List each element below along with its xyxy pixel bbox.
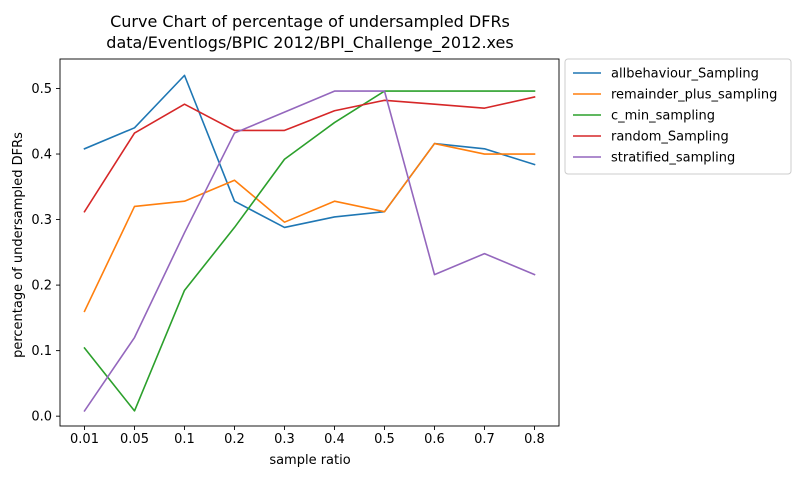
series-line-remainder_plus_sampling	[83, 142, 536, 313]
x-tick-label: 0.1	[174, 432, 195, 447]
y-tick-label: 0.5	[31, 82, 52, 97]
y-tick-label: 0.2	[31, 279, 52, 294]
y-tick-label: 0.3	[31, 213, 52, 228]
series-line-allbehaviour_Sampling	[83, 74, 536, 229]
x-axis-label: sample ratio	[269, 453, 350, 468]
legend-box	[564, 58, 792, 175]
legend-entry-label: allbehaviour_Sampling	[611, 67, 759, 82]
legend: allbehaviour_Sampling remainder_plus_samp…	[564, 58, 792, 175]
legend-entry-label: random_Sampling	[611, 130, 729, 145]
series-line-c_min_sampling	[83, 90, 536, 412]
x-tick-label: 0.05	[120, 432, 149, 447]
x-tick-label: 0.8	[524, 432, 545, 447]
x-tick-label: 0.2	[224, 432, 245, 447]
y-axis-label: percentage of undersampled DFRs	[11, 132, 26, 358]
x-tick-label: 0.4	[324, 432, 345, 447]
y-tick-label: 0.4	[31, 148, 52, 163]
legend-entry-label: c_min_sampling	[611, 109, 715, 124]
series-line-random_Sampling	[83, 96, 536, 213]
legend-entry-label: stratified_sampling	[611, 151, 735, 166]
series-line-stratified_sampling	[83, 90, 536, 413]
plot-area: 0.01 0.05 0.1 0.2 0.3 0.4 0.5 0.6 0.7 0.8 0.0 0.1 0.…	[31, 58, 560, 447]
chart-title-line-1: Curve Chart of percentage of undersample…	[110, 12, 510, 31]
plot-frame	[59, 58, 560, 427]
y-tick-label: 0.0	[31, 410, 52, 425]
x-tick-label: 0.3	[274, 432, 295, 447]
x-tick-label: 0.7	[474, 432, 495, 447]
legend-entry-label: remainder_plus_sampling	[611, 88, 777, 103]
y-tick-label: 0.1	[31, 344, 52, 359]
x-tick-label: 0.5	[374, 432, 395, 447]
x-tick-label: 0.6	[424, 432, 445, 447]
x-tick-label: 0.01	[70, 432, 99, 447]
chart-title-line-2: data/Eventlogs/BPIC 2012/BPI_Challenge_2…	[106, 33, 513, 53]
